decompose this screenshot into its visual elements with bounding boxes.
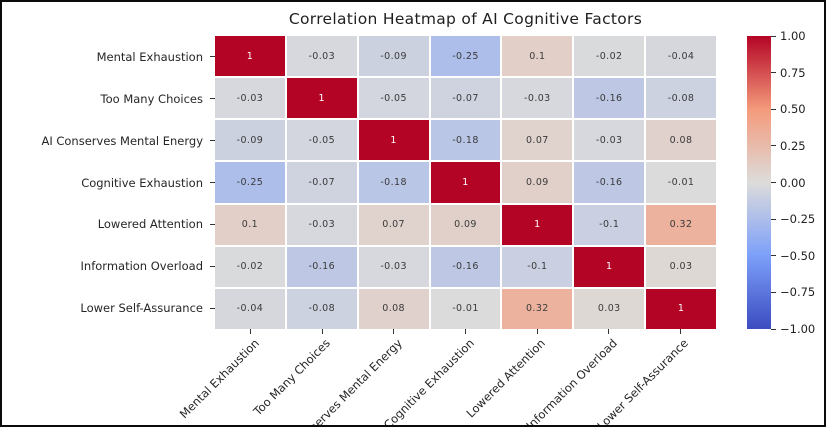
colorbar-tick-mark <box>771 255 776 257</box>
y-tick-label: Mental Exhaustion <box>96 49 203 64</box>
colorbar-tick-label: −0.25 <box>780 212 816 227</box>
y-tick-label: AI Conserves Mental Energy <box>41 133 203 148</box>
heatmap-cell: -0.16 <box>286 246 357 287</box>
heatmap-cell: -0.03 <box>286 204 357 245</box>
heatmap-cell: 1 <box>574 246 645 287</box>
x-tick-mark <box>321 329 323 334</box>
heatmap-cell: -0.07 <box>286 162 357 203</box>
heatmap-cell: -0.07 <box>430 78 501 119</box>
y-tick-mark <box>210 140 215 142</box>
heatmap-cell: 1 <box>430 162 501 203</box>
x-tick-label: Mental Exhaustion <box>176 336 262 422</box>
colorbar-tick-mark <box>771 182 776 183</box>
heatmap-cell: 0.32 <box>646 204 716 245</box>
heatmap-cell: -0.25 <box>215 162 285 203</box>
colorbar-tick-label: −0.75 <box>780 285 816 300</box>
colorbar-tick-mark <box>771 145 776 147</box>
y-tick-mark <box>210 182 215 183</box>
heatmap-cell: 1 <box>358 120 429 161</box>
chart-title: Correlation Heatmap of AI Cognitive Fact… <box>288 10 643 28</box>
colorbar-tick-mark <box>771 108 776 110</box>
heatmap-cell: 0.08 <box>358 288 429 329</box>
heatmap-cell: -0.03 <box>358 246 429 287</box>
heatmap-cell: -0.16 <box>574 162 645 203</box>
heatmap-cell: -0.03 <box>574 120 645 161</box>
x-tick-mark <box>679 329 681 334</box>
y-tick-label: Lower Self-Assurance <box>80 301 203 316</box>
y-tick-label: Information Overload <box>80 259 203 274</box>
colorbar-tick-label: 1.00 <box>780 29 806 43</box>
heatmap-cell: -0.04 <box>646 36 716 77</box>
heatmap-cell: -0.04 <box>215 288 285 329</box>
heatmap-cell: 0.08 <box>646 120 716 161</box>
heatmap-cell: -0.05 <box>286 120 357 161</box>
y-tick-mark <box>210 98 215 100</box>
heatmap-cell: -0.18 <box>358 162 429 203</box>
colorbar-gradient <box>747 36 771 329</box>
x-tick-mark <box>465 329 466 334</box>
y-tick-label: Lowered Attention <box>97 217 203 232</box>
y-tick-mark <box>210 265 215 267</box>
y-tick-mark <box>210 223 215 225</box>
heatmap-grid: 1 -0.03 -0.09 -0.25 0.1 -0.02 -0.04 -0.03 1 -0.05… <box>215 36 716 329</box>
heatmap-cell: 0.09 <box>502 162 573 203</box>
heatmap-cell: -0.09 <box>215 120 285 161</box>
heatmap-cell: -0.03 <box>286 36 357 77</box>
heatmap-cell: -0.25 <box>430 36 501 77</box>
heatmap-cell: -0.01 <box>646 162 716 203</box>
colorbar-tick-label: −0.50 <box>780 248 816 263</box>
heatmap-cell: -0.02 <box>574 36 645 77</box>
colorbar-tick-label: −1.00 <box>780 322 816 336</box>
colorbar-tick-label: 0.75 <box>780 65 806 80</box>
x-tick-mark <box>393 329 395 334</box>
heatmap-cell: 0.03 <box>646 246 716 287</box>
colorbar-tick-mark <box>771 218 776 220</box>
heatmap-cell: 1 <box>502 204 573 245</box>
heatmap-cell: -0.02 <box>215 246 285 287</box>
heatmap-cell: -0.1 <box>574 204 645 245</box>
colorbar-tick-mark <box>771 328 776 330</box>
x-tick-mark <box>536 329 538 334</box>
colorbar-tick-mark <box>771 291 776 293</box>
heatmap-cell: -0.05 <box>358 78 429 119</box>
heatmap-cell: -0.16 <box>574 78 645 119</box>
y-tick-label: Cognitive Exhaustion <box>81 175 203 190</box>
heatmap-cell: 0.32 <box>502 288 573 329</box>
colorbar-tick-mark <box>771 35 776 37</box>
colorbar-tick-label: 0.00 <box>780 175 806 190</box>
heatmap-cell: 0.1 <box>502 36 573 77</box>
heatmap-cell: -0.03 <box>502 78 573 119</box>
colorbar-tick-mark <box>771 72 776 74</box>
colorbar-tick-label: 0.50 <box>780 102 806 117</box>
heatmap-cell: -0.16 <box>430 246 501 287</box>
heatmap-cell: -0.01 <box>430 288 501 329</box>
heatmap-cell: 0.1 <box>215 204 285 245</box>
y-tick-label: Too Many Choices <box>100 91 203 106</box>
heatmap-cell: 1 <box>286 78 357 119</box>
heatmap-cell: -0.08 <box>286 288 357 329</box>
heatmap-cell: 0.09 <box>430 204 501 245</box>
heatmap-cell: -0.1 <box>502 246 573 287</box>
heatmap-cell: 0.07 <box>502 120 573 161</box>
y-tick-mark <box>210 307 215 309</box>
colorbar-tick-label: 0.25 <box>780 138 806 153</box>
heatmap-cell: 0.03 <box>574 288 645 329</box>
heatmap-cell: 1 <box>646 288 716 329</box>
y-tick-mark <box>210 56 215 58</box>
heatmap-cell: -0.08 <box>646 78 716 119</box>
heatmap-cell: -0.03 <box>215 78 285 119</box>
heatmap-cell: -0.09 <box>358 36 429 77</box>
heatmap-cell: 1 <box>215 36 285 77</box>
heatmap-cell: 0.07 <box>358 204 429 245</box>
x-tick-mark <box>250 329 252 334</box>
heatmap-cell: -0.18 <box>430 120 501 161</box>
x-tick-mark <box>608 329 610 334</box>
